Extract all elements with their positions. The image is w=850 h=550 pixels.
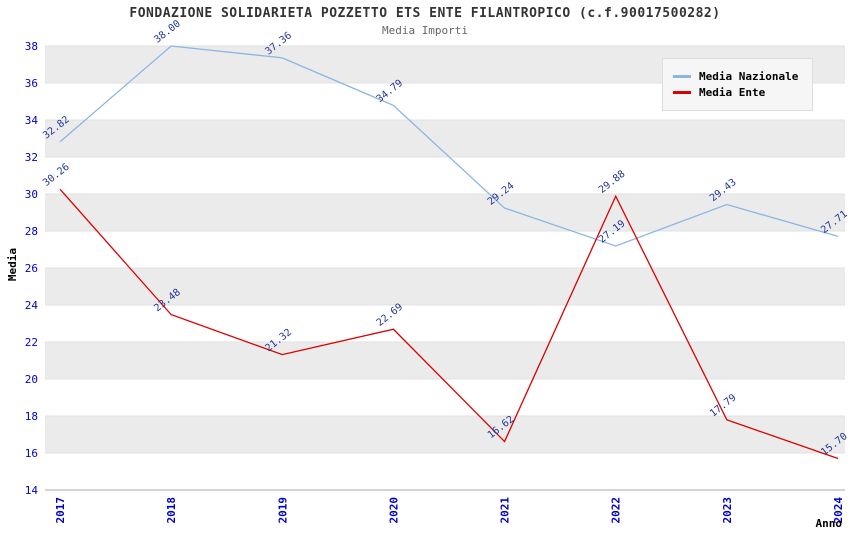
y-tick-label: 26: [25, 262, 38, 275]
legend-label-media-nazionale: Media Nazionale: [699, 70, 799, 83]
x-tick-label: 2024: [832, 497, 845, 524]
y-tick-label: 18: [25, 410, 38, 423]
x-tick-label: 2023: [721, 497, 734, 524]
legend-swatch-media-nazionale-icon: [673, 75, 691, 78]
legend: Media Nazionale Media Ente: [662, 58, 814, 111]
legend-item-media-ente: Media Ente: [673, 86, 798, 99]
point-label: 29.88: [597, 169, 627, 196]
y-tick-label: 30: [25, 188, 38, 201]
x-tick-label: 2019: [276, 497, 289, 524]
chart-subtitle: Media Importi: [381, 24, 469, 37]
point-label: 17.79: [708, 392, 738, 419]
x-tick-label: 2022: [610, 497, 623, 524]
x-tick-label: 2020: [387, 497, 400, 524]
point-label: 22.69: [375, 302, 405, 329]
background-band: [45, 120, 845, 157]
y-tick-label: 24: [25, 299, 39, 312]
y-tick-label: 14: [25, 484, 39, 497]
x-axis-title: Anno: [815, 517, 843, 530]
x-tick-label: 2018: [165, 497, 178, 524]
y-axis-title: Media: [6, 247, 20, 282]
series-line-media-nazionale: [59, 45, 839, 247]
series-line-media-ente: [59, 188, 839, 460]
y-tick-label: 22: [25, 336, 38, 349]
y-tick-label: 16: [25, 447, 38, 460]
background-band: [45, 194, 845, 231]
legend-swatch-media-ente-icon: [673, 91, 691, 94]
background-band: [45, 416, 845, 453]
background-band: [45, 342, 845, 379]
y-tick-label: 28: [25, 225, 38, 238]
y-tick-label: 32: [25, 151, 38, 164]
x-tick-label: 2021: [499, 497, 512, 524]
legend-label-media-ente: Media Ente: [699, 86, 766, 99]
x-tick-label: 2017: [54, 497, 67, 524]
background-band: [45, 268, 845, 305]
y-tick-label: 36: [25, 77, 38, 90]
y-tick-label: 38: [25, 40, 38, 53]
y-tick-label: 34: [25, 114, 39, 127]
point-label: 30.26: [41, 162, 71, 189]
chart-title: FONDAZIONE SOLIDARIETA POZZETTO ETS ENTE…: [129, 6, 721, 21]
legend-item-media-nazionale: Media Nazionale: [673, 70, 798, 83]
y-tick-label: 20: [25, 373, 38, 386]
